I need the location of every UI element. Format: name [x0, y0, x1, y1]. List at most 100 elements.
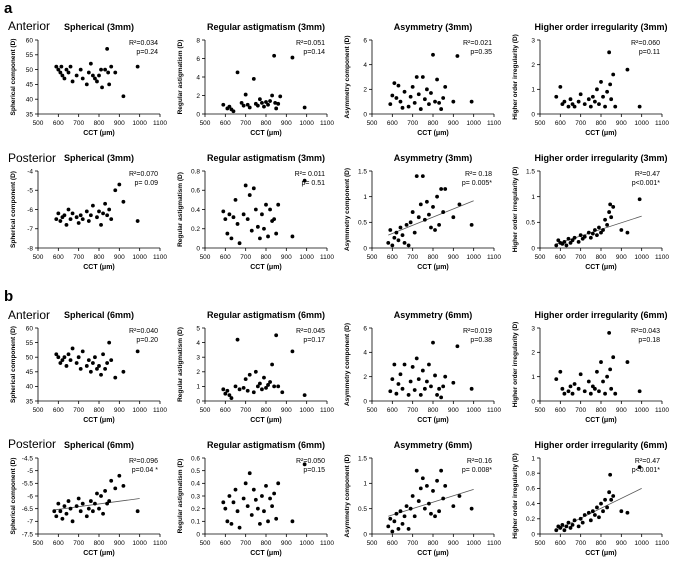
x-tick-label: 700	[240, 540, 251, 547]
data-point	[609, 386, 614, 391]
data-point	[245, 504, 250, 509]
data-point	[101, 211, 105, 216]
data-point	[402, 240, 407, 245]
x-tick-label: 800	[261, 540, 272, 547]
data-point	[117, 182, 122, 187]
data-point	[439, 395, 444, 400]
data-point	[227, 393, 232, 398]
data-point	[78, 213, 83, 218]
data-point	[437, 223, 441, 227]
data-point	[272, 384, 277, 389]
x-tick-label: 600	[220, 407, 231, 414]
data-point	[443, 84, 448, 89]
data-point	[135, 349, 140, 354]
x-tick-label: 700	[240, 254, 251, 261]
data-point	[410, 210, 415, 214]
panel-title: Spherical (3mm)	[64, 22, 134, 32]
data-point	[243, 92, 248, 97]
data-point	[416, 215, 421, 220]
data-point	[554, 94, 559, 99]
data-point	[56, 501, 61, 506]
y-tick-label: -8	[27, 245, 33, 252]
data-point	[243, 481, 248, 486]
data-point	[262, 509, 266, 514]
data-point	[566, 389, 571, 394]
stat-text: R²=0.019	[463, 328, 492, 335]
x-tick-label: 1000	[466, 254, 481, 261]
data-point	[390, 377, 395, 381]
data-point	[253, 207, 258, 212]
x-tick-label: 900	[281, 120, 292, 127]
data-point	[566, 236, 571, 241]
data-point	[429, 511, 433, 516]
data-point	[435, 77, 439, 82]
data-point	[590, 231, 595, 236]
data-point	[302, 105, 307, 110]
data-point	[62, 504, 67, 509]
panel-title: Regular astigmatism (3mm)	[207, 22, 325, 32]
data-point	[260, 387, 264, 392]
y-axis-label: Higher order irregularity (D)	[512, 167, 519, 253]
scatter-panel-11: Asymmetry (6mm) 500 600 700 800 900 1000 1100 0 2…	[344, 310, 501, 424]
data-point	[64, 511, 69, 516]
y-tick-label: -6	[27, 493, 33, 500]
y-tick-label: 0	[196, 398, 200, 405]
x-tick-label: 1100	[655, 254, 669, 261]
x-axis-label: CCT (μm)	[83, 130, 115, 137]
y-axis-label: Asymmetry component (D)	[344, 35, 351, 118]
data-point	[603, 497, 607, 502]
x-axis-label: CCT (μm)	[585, 550, 617, 557]
scatter-panel-6: Regular astigmatism (3mm) 500 600 700 800 900…	[177, 153, 334, 271]
x-tick-label: 700	[575, 407, 586, 414]
data-point	[469, 223, 474, 227]
data-point	[433, 514, 437, 519]
data-point	[66, 70, 71, 75]
data-point	[601, 379, 605, 384]
data-point	[609, 215, 614, 220]
data-point	[599, 501, 603, 506]
data-point	[568, 526, 573, 530]
data-point	[255, 224, 260, 229]
x-axis-label: CCT (μm)	[83, 264, 115, 271]
data-point	[408, 94, 413, 99]
y-tick-label: 55	[26, 340, 34, 347]
x-tick-label: 1000	[132, 254, 147, 261]
y-tick-label: 4	[196, 340, 200, 347]
section-label-a: a	[4, 0, 13, 17]
data-point	[249, 228, 254, 233]
data-point	[60, 73, 65, 78]
data-point	[235, 337, 240, 342]
data-point	[590, 509, 595, 514]
data-point	[597, 389, 601, 394]
data-point	[570, 391, 575, 396]
data-point	[253, 369, 258, 374]
y-tick-label: 6	[363, 325, 367, 332]
data-point	[109, 64, 114, 69]
y-tick-label: 1	[531, 87, 535, 94]
data-point	[576, 386, 581, 391]
y-tick-label: 0.6	[191, 455, 200, 462]
x-tick-label: 900	[616, 120, 627, 127]
data-point	[251, 390, 256, 395]
x-tick-label: 900	[114, 120, 125, 127]
data-point	[451, 215, 456, 220]
x-axis-label: CCT (μm)	[250, 264, 282, 271]
data-point	[443, 187, 448, 191]
data-point	[54, 64, 59, 69]
y-tick-label: 2	[531, 62, 535, 69]
data-point	[418, 107, 423, 111]
data-point	[245, 217, 250, 222]
data-point	[570, 522, 575, 527]
data-point	[406, 527, 411, 531]
data-point	[229, 396, 234, 400]
y-tick-label: -5.5	[22, 481, 34, 488]
data-point	[117, 473, 122, 478]
scatter-panel-16: Higher order irregularity (6mm) 500 600 700…	[512, 440, 669, 557]
stat-text: R²=0.16	[467, 458, 492, 465]
y-tick-label: 1	[196, 384, 200, 391]
data-point	[243, 377, 248, 381]
y-tick-label: -7.5	[22, 531, 34, 538]
y-tick-label: -5	[27, 468, 33, 475]
data-point	[290, 55, 295, 60]
data-point	[410, 365, 415, 369]
